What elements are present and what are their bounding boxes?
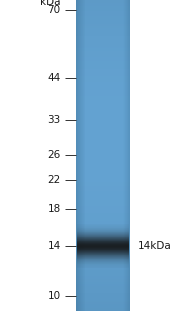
Text: kDa: kDa (40, 0, 61, 7)
Text: 44: 44 (47, 73, 61, 83)
Text: 70: 70 (47, 5, 61, 15)
Text: 18: 18 (47, 204, 61, 214)
Text: 14: 14 (47, 241, 61, 251)
Text: 14kDa: 14kDa (138, 241, 171, 251)
Text: 26: 26 (47, 151, 61, 160)
Text: 10: 10 (47, 290, 61, 300)
Text: 22: 22 (47, 175, 61, 185)
Text: 33: 33 (47, 115, 61, 125)
